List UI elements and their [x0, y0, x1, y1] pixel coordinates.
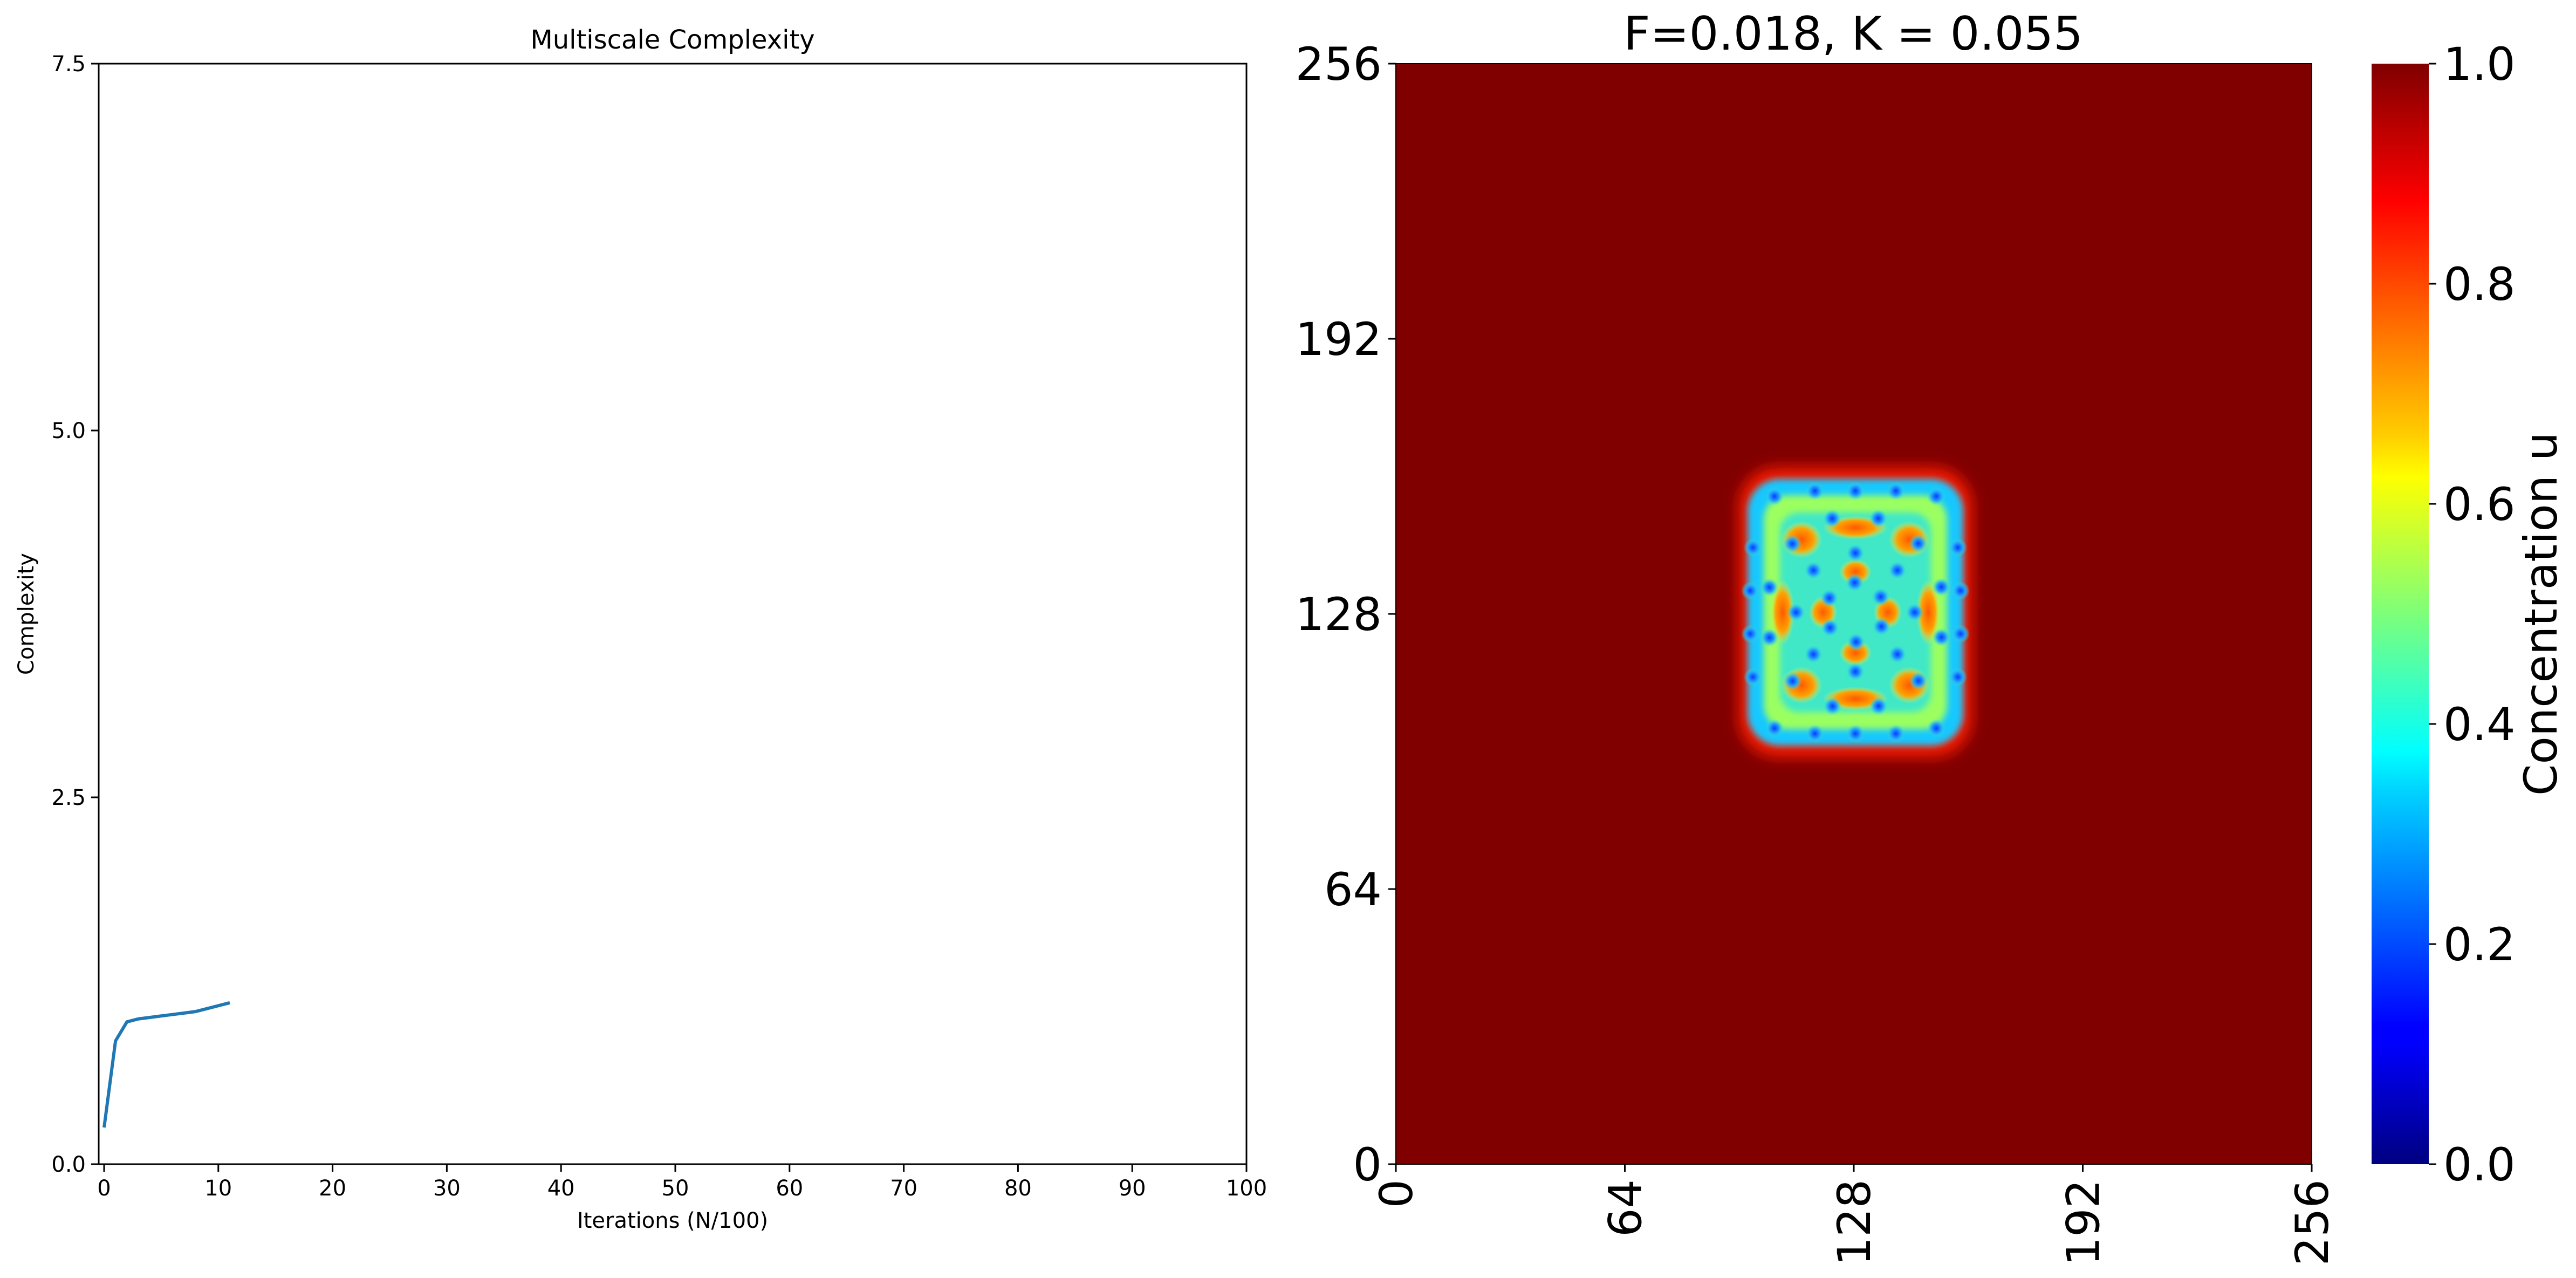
pattern-spot	[1846, 482, 1865, 500]
x-axis-label: Iterations (N/100)	[577, 1208, 768, 1233]
series-line-complexity	[102, 1001, 230, 1128]
pattern-spot	[1888, 561, 1907, 580]
y-tick-label: 0.0	[51, 1152, 86, 1177]
x-tick-label: 30	[433, 1176, 461, 1201]
colorbar: 0.0 0.2 0.4 0.6 0.8 1.0 Concentration u	[2372, 38, 2567, 1191]
concentration-heatmap: F=0.018, K = 0.055	[1296, 7, 2567, 1266]
x-tick-label: 100	[1226, 1176, 1267, 1201]
pattern-spot	[1949, 538, 1967, 557]
pattern-spot	[1869, 509, 1888, 528]
pattern-spot	[1765, 719, 1784, 737]
pattern-spot	[1869, 696, 1888, 715]
pattern-spot	[1783, 672, 1802, 691]
pattern-spot	[1804, 561, 1823, 580]
x-axis: 0 10 20 30 40 50 60 70 80 90 100	[97, 1164, 1267, 1201]
pattern-spot	[1846, 662, 1865, 681]
colorbar-tick-label: 0.0	[2443, 1138, 2516, 1191]
y-tick-label: 5.0	[51, 419, 86, 443]
pattern-spot	[1949, 668, 1967, 686]
complexity-chart: Multiscale Complexity 0 10 20 30 40 50 60 70 80 9…	[14, 25, 1267, 1233]
x-tick-label: 128	[1828, 1179, 1881, 1266]
pattern-spot	[1887, 725, 1905, 743]
pattern-spot	[1760, 628, 1779, 647]
pattern-spot	[1760, 578, 1779, 597]
pattern-spot	[1872, 617, 1891, 636]
pattern-spot	[1845, 573, 1864, 592]
pattern-spot	[1846, 725, 1865, 743]
y-tick-label: 0	[1353, 1138, 1382, 1191]
pattern-spot	[1951, 625, 1970, 643]
x-tick-label: 70	[890, 1176, 917, 1201]
pattern-spot	[1909, 534, 1928, 553]
pattern-spot	[1927, 719, 1945, 737]
plot-frame	[98, 63, 1248, 1165]
y-tick-label: 7.5	[51, 52, 86, 77]
pattern-spot	[1806, 725, 1824, 743]
x-tick-label: 50	[662, 1176, 689, 1201]
heatmap-y-axis: 0 64 128 192 256	[1296, 38, 1396, 1191]
pattern-spot	[1846, 544, 1865, 562]
pattern-spot	[1823, 696, 1842, 715]
pattern-spot	[1804, 645, 1823, 664]
pattern-spot	[1741, 582, 1759, 600]
colorbar-tick-label: 0.8	[2443, 258, 2516, 311]
x-tick-label: 256	[2286, 1179, 2339, 1266]
y-tick-label: 2.5	[51, 785, 86, 810]
heatmap-title: F=0.018, K = 0.055	[1623, 7, 2083, 61]
heatmap-x-axis: 0 64 128 192 256	[1370, 1164, 2339, 1266]
pattern-spot	[1765, 487, 1784, 505]
pattern-spot	[1741, 625, 1759, 643]
y-tick-label: 64	[1324, 863, 1382, 916]
pattern-spot	[1871, 587, 1890, 606]
chart-title: Multiscale Complexity	[530, 25, 814, 55]
pattern-spot	[1787, 603, 1805, 621]
pattern-spot	[1932, 578, 1951, 597]
x-tick-label: 80	[1004, 1176, 1032, 1201]
pattern-spot	[1927, 487, 1945, 505]
x-tick-label: 60	[776, 1176, 803, 1201]
pattern-spot	[1806, 482, 1824, 500]
pattern-spot	[1820, 589, 1839, 607]
pattern-spot	[1887, 482, 1905, 500]
colorbar-gradient	[2372, 64, 2429, 1164]
x-tick-label: 64	[1599, 1179, 1652, 1237]
y-tick-label: 192	[1296, 313, 1382, 366]
pattern-spot	[1744, 668, 1762, 686]
x-tick-label: 40	[547, 1176, 575, 1201]
pattern-spot	[1951, 582, 1970, 600]
x-tick-label: 0	[97, 1176, 111, 1201]
x-tick-label: 0	[1370, 1179, 1423, 1208]
x-tick-label: 10	[204, 1176, 232, 1201]
y-axis-label: Complexity	[14, 553, 39, 675]
x-tick-label: 90	[1119, 1176, 1146, 1201]
reaction-diffusion-pattern	[1739, 468, 1971, 756]
y-tick-label: 256	[1296, 38, 1382, 91]
colorbar-tick-label: 0.6	[2443, 478, 2516, 531]
pattern-spot	[1932, 628, 1951, 647]
pattern-spot	[1783, 534, 1802, 553]
pattern-spot	[1909, 672, 1928, 691]
x-tick-label: 20	[319, 1176, 346, 1201]
colorbar-tick-label: 0.4	[2443, 698, 2516, 751]
pattern-spot	[1888, 645, 1907, 664]
y-tick-label: 128	[1296, 588, 1382, 641]
pattern-spot	[1847, 632, 1866, 651]
pattern-spot	[1744, 538, 1762, 557]
colorbar-label: Concentration u	[2515, 432, 2567, 796]
pattern-spot	[1823, 509, 1842, 528]
pattern-spot	[1821, 618, 1840, 637]
y-axis: 0.0 2.5 5.0 7.5	[51, 52, 99, 1177]
x-tick-label: 192	[2057, 1179, 2110, 1266]
colorbar-tick-label: 1.0	[2443, 38, 2516, 91]
heatmap-image	[1395, 63, 2312, 1165]
colorbar-tick-label: 0.2	[2443, 918, 2516, 971]
pattern-spot	[1906, 603, 1924, 621]
